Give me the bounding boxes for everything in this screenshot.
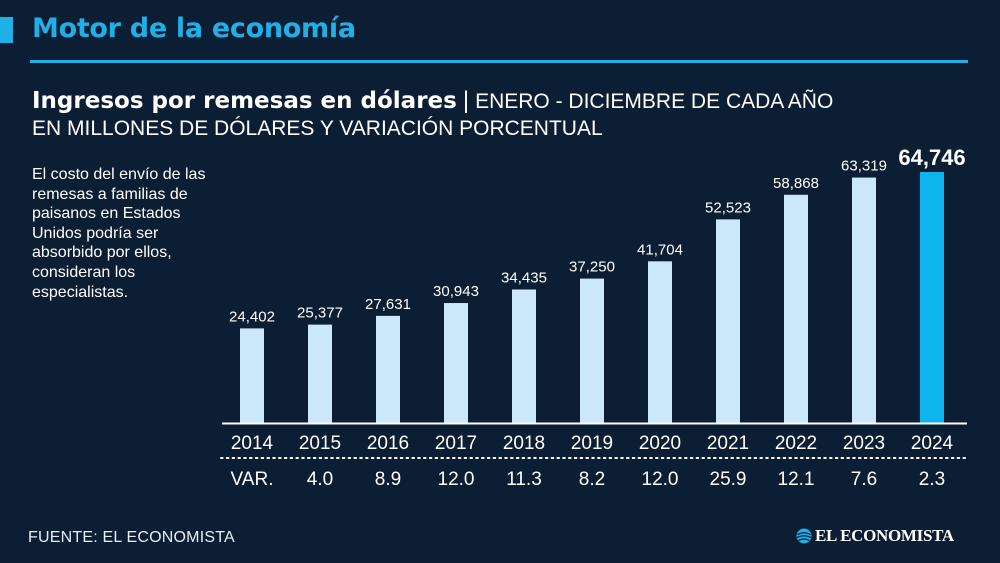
year-tick-label: 2022 <box>775 433 817 454</box>
source-note: FUENTE: EL ECONOMISTA <box>28 529 235 546</box>
globe-logo-icon <box>796 528 812 544</box>
variation-value-label: 4.0 <box>307 469 333 490</box>
bar-2016 <box>376 315 400 423</box>
year-tick-label: 2014 <box>231 433 274 454</box>
bar-2021 <box>716 219 740 423</box>
variation-value-label: 12.0 <box>438 469 475 490</box>
year-tick-label: 2021 <box>707 433 749 454</box>
variation-row-label: VAR. <box>231 469 274 490</box>
header-title: Motor de la economía <box>32 13 356 44</box>
bar-value-label: 25,377 <box>297 305 343 322</box>
bar-value-label: 58,868 <box>773 175 819 192</box>
brand-name: EL ECONOMISTA <box>815 526 954 545</box>
bar-value-label: 52,523 <box>705 199 751 216</box>
year-tick-label: 2020 <box>639 433 681 454</box>
year-tick-label: 2023 <box>843 433 885 454</box>
variation-value-label: 2.3 <box>919 469 945 490</box>
chart-title-row: Ingresos por remesas en dólares | ENERO - … <box>32 87 833 115</box>
chart-subtitle: EN MILLONES DE DÓLARES Y VARIACIÓN PORCE… <box>32 117 603 140</box>
year-tick-label: 2019 <box>571 433 613 454</box>
chart-period: ENERO - DICIEMBRE DE CADA AÑO <box>475 90 834 113</box>
bar-value-label: 64,746 <box>898 145 965 170</box>
variation-labels-group: 4.0 8.9 12.0 11.3 8.2 12.0 25.9 12.1 7.6 2.3 <box>307 469 945 490</box>
bar-2023 <box>852 177 876 423</box>
bar-2020 <box>648 261 672 423</box>
variation-value-label: 8.2 <box>579 469 605 490</box>
title-separator: | <box>462 87 470 114</box>
brand-logo: EL ECONOMISTA <box>796 526 954 546</box>
header-divider <box>30 60 968 63</box>
variation-value-label: 12.1 <box>778 469 815 490</box>
chart-title: Ingresos por remesas en dólares <box>32 88 457 114</box>
year-tick-label: 2024 <box>911 433 954 454</box>
bar-2014 <box>240 328 264 423</box>
bar-value-label: 41,704 <box>637 241 683 258</box>
bar-value-label: 37,250 <box>569 259 615 276</box>
variation-value-label: 12.0 <box>642 469 679 490</box>
bar-2019 <box>580 278 604 423</box>
year-tick-label: 2017 <box>435 433 477 454</box>
bar-value-label: 27,631 <box>365 296 411 313</box>
variation-value-label: 25.9 <box>710 469 747 490</box>
bar-2022 <box>784 194 808 423</box>
bar-2017 <box>444 303 468 423</box>
bar-value-label: 34,435 <box>501 270 547 287</box>
bar-value-labels-group: 24,402 25,377 27,631 30,943 34,435 37,250 41,7… <box>229 145 966 325</box>
variation-value-label: 7.6 <box>851 469 877 490</box>
bar-2024 <box>920 172 944 423</box>
bar-2018 <box>512 289 536 423</box>
year-tick-label: 2015 <box>299 433 341 454</box>
bar-value-label: 30,943 <box>433 283 479 300</box>
variation-value-label: 11.3 <box>506 469 542 490</box>
bar-2015 <box>308 324 332 423</box>
side-note: El costo del envío de las remesas a fami… <box>32 166 206 301</box>
header-accent-block <box>0 17 13 43</box>
year-tick-label: 2018 <box>503 433 545 454</box>
bar-value-label: 63,319 <box>841 158 887 175</box>
bars-group <box>240 172 944 423</box>
year-tick-label: 2016 <box>367 433 409 454</box>
bar-value-label: 24,402 <box>229 308 275 325</box>
year-labels-group: 2014 2015 2016 2017 2018 2019 2020 2021 2022 2023… <box>231 433 954 454</box>
variation-value-label: 8.9 <box>375 469 401 490</box>
